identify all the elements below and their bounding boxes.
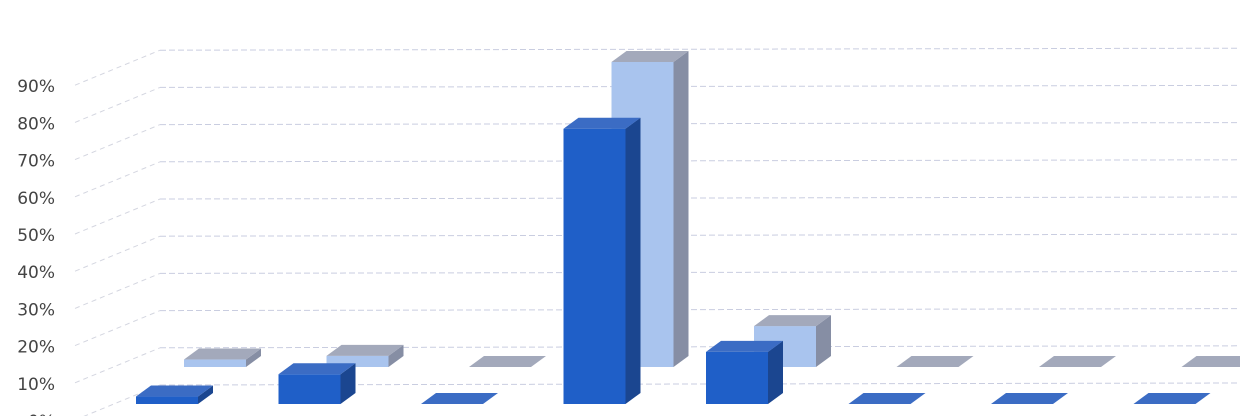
grid-side	[74, 198, 161, 235]
bar-top	[991, 393, 1068, 404]
bar-face	[136, 396, 198, 404]
bar-top	[896, 356, 974, 367]
bar-side	[388, 344, 404, 367]
grid-line	[159, 308, 1240, 312]
bar-face	[278, 374, 341, 404]
bar-side	[816, 315, 831, 367]
bar-top	[278, 363, 356, 375]
grid-side	[74, 86, 161, 123]
grid-side	[74, 124, 161, 161]
bar-top	[421, 393, 498, 404]
y-tick-label: 60%	[17, 189, 55, 209]
bar-top	[469, 356, 546, 367]
bar	[421, 393, 498, 404]
y-tick-label: 0%	[28, 412, 55, 416]
bar-face	[563, 128, 626, 404]
grid-side	[74, 161, 161, 198]
bar-top	[754, 315, 831, 327]
grid-line	[159, 159, 1240, 163]
grid-side	[74, 272, 161, 309]
bar-top	[136, 385, 213, 397]
bar	[136, 385, 213, 404]
y-tick-label: 30%	[17, 300, 55, 320]
grid-line	[159, 233, 1240, 237]
grid-line	[159, 196, 1240, 200]
bar	[991, 393, 1068, 404]
bar-top	[1133, 393, 1211, 404]
bar	[848, 393, 926, 404]
y-tick-label: 80%	[17, 114, 55, 134]
y-tick-label: 70%	[17, 152, 55, 172]
bar-side	[673, 50, 689, 368]
bar-side	[768, 340, 783, 404]
y-tick-label: 10%	[17, 375, 55, 395]
grid-side	[74, 347, 161, 384]
grid-side	[74, 235, 161, 272]
y-tick-label: 20%	[17, 338, 55, 358]
bar	[896, 356, 974, 367]
bar-side	[340, 363, 356, 404]
grid-line	[159, 84, 1240, 88]
bar-top	[848, 393, 926, 404]
bar-top	[706, 340, 783, 352]
grid-line	[159, 122, 1240, 126]
grid-line	[159, 270, 1240, 274]
bar	[326, 344, 404, 367]
bar-top	[611, 50, 689, 62]
grid-line	[159, 47, 1240, 51]
y-tick-label: 50%	[17, 226, 55, 246]
bar	[1181, 356, 1240, 367]
bar-top	[1039, 356, 1116, 367]
grid-side	[74, 49, 161, 86]
bar-top	[563, 117, 641, 129]
bar-top	[184, 348, 261, 360]
bar	[1039, 356, 1116, 367]
bar-side	[198, 385, 213, 404]
y-tick-label: 90%	[17, 77, 55, 97]
grid-side	[74, 310, 161, 347]
bar	[184, 348, 261, 367]
bar	[469, 356, 546, 367]
bar-top	[326, 344, 404, 356]
bar-top	[1181, 356, 1240, 367]
bar-face	[184, 359, 246, 367]
y-tick-label: 40%	[17, 263, 55, 283]
bar-face	[326, 355, 389, 367]
bar	[563, 117, 641, 404]
bar-side	[625, 117, 641, 404]
grid-line	[159, 345, 1240, 349]
bar-face	[706, 351, 768, 404]
bar	[278, 363, 356, 404]
bar-side	[246, 348, 261, 367]
bar	[706, 340, 783, 404]
bar	[1133, 393, 1211, 404]
